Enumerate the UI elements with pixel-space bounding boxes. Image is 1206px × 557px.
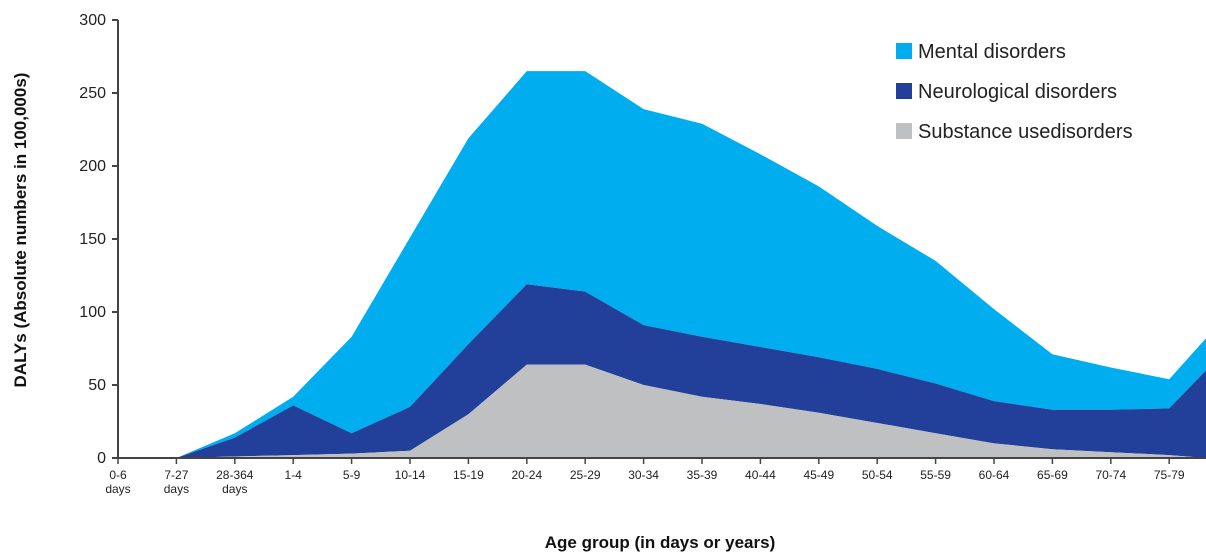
- x-axis-title: Age group (in days or years): [545, 533, 776, 552]
- x-tick-label: 5-9: [343, 468, 361, 482]
- y-ticks-group: 0 50 100 150 200 250 300: [79, 12, 118, 467]
- x-tick-label: 50-54: [862, 468, 893, 482]
- x-tick-label: 40-44: [745, 468, 776, 482]
- x-tick-label: 35-39: [687, 468, 718, 482]
- y-tick-label: 0: [97, 450, 106, 467]
- x-tick-label: 7-27: [164, 468, 188, 482]
- legend-swatch-neurological-disorders: [896, 83, 912, 99]
- x-tick-label: 1-4: [285, 468, 303, 482]
- x-tick-label: 45-49: [803, 468, 834, 482]
- area-neurological-disorders: [118, 284, 1206, 458]
- x-tick-label: days: [164, 482, 189, 496]
- x-tick-label: 60-64: [979, 468, 1010, 482]
- x-tick-label: 55-59: [920, 468, 951, 482]
- x-tick-label: days: [222, 482, 247, 496]
- y-tick-label: 100: [79, 304, 106, 321]
- area-mental-disorders: [118, 71, 1206, 458]
- y-tick-label: 200: [79, 158, 106, 175]
- x-tick-label: 70-74: [1095, 468, 1126, 482]
- legend-swatch-mental-disorders: [896, 43, 912, 59]
- x-tick-label: 28-364: [216, 468, 254, 482]
- area-series-group: [118, 71, 1206, 458]
- x-tick-label: 15-19: [453, 468, 484, 482]
- x-tick-label: 0-6: [109, 468, 127, 482]
- legend-label-mental-disorders: Mental disorders: [918, 41, 1066, 63]
- y-tick-label: 250: [79, 85, 106, 102]
- area-substance-usedisorders: [118, 364, 1206, 458]
- y-axis-title: DALYs (Absolute numbers in 100,000s): [11, 73, 30, 388]
- x-tick-label: 20-24: [511, 468, 542, 482]
- legend: Mental disorders Neurological disorders Su…: [896, 41, 1133, 143]
- x-tick-label: days: [105, 482, 130, 496]
- x-tick-label: 30-34: [628, 468, 659, 482]
- legend-label-substance-usedisorders: Substance usedisorders: [918, 121, 1133, 143]
- x-tick-label: 65-69: [1037, 468, 1068, 482]
- x-tick-label: 10-14: [395, 468, 426, 482]
- legend-label-neurological-disorders: Neurological disorders: [918, 81, 1117, 103]
- x-tick-label: 25-29: [570, 468, 601, 482]
- y-tick-label: 50: [88, 377, 106, 394]
- legend-swatch-substance-usedisorders: [896, 123, 912, 139]
- y-tick-label: 150: [79, 231, 106, 248]
- x-tick-label: 75-79: [1154, 468, 1185, 482]
- y-tick-label: 300: [79, 12, 106, 29]
